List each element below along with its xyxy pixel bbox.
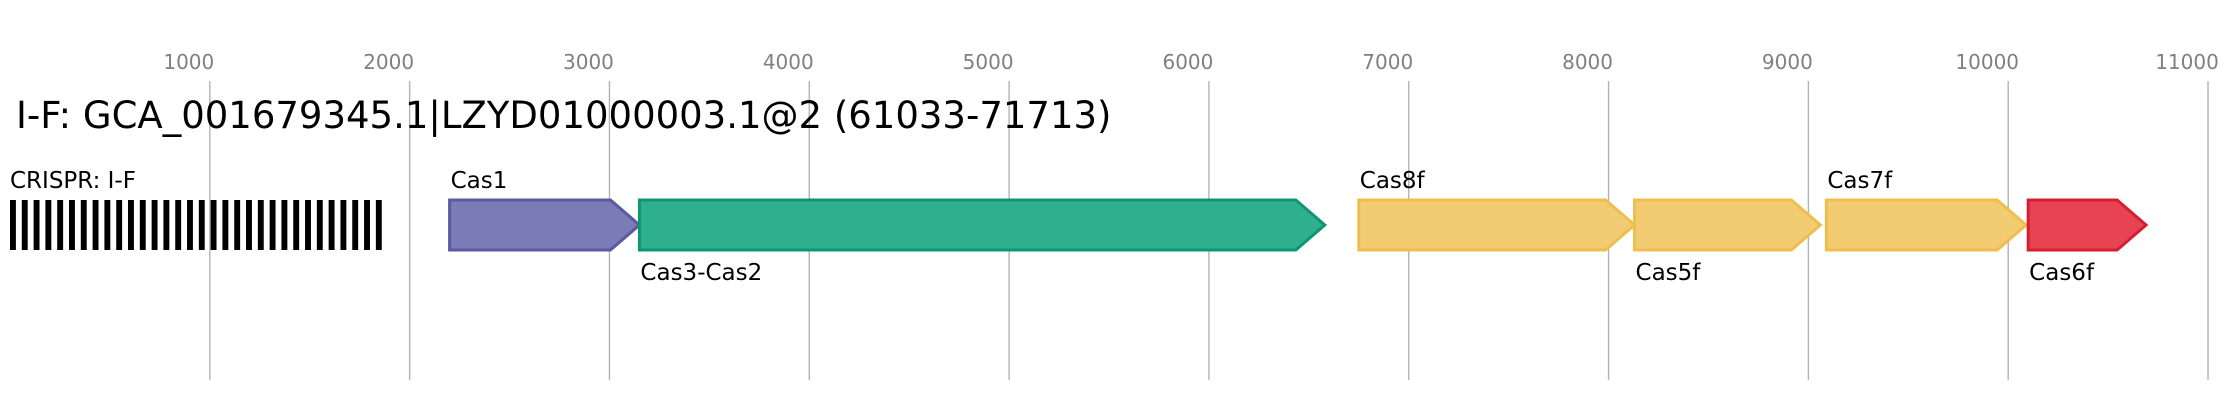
x-tick-label: 9000 [1762, 50, 1813, 74]
x-tick-label: 4000 [763, 50, 814, 74]
crispr-repeat [340, 200, 347, 250]
crispr-repeat [10, 200, 16, 250]
crispr-repeat [257, 200, 264, 250]
crispr-repeat [92, 200, 99, 250]
crispr-repeat [80, 200, 87, 250]
x-tick-label: 3000 [563, 50, 614, 74]
crispr-repeat [352, 200, 359, 250]
x-tick-label: 8000 [1562, 50, 1613, 74]
crispr-repeat [163, 200, 170, 250]
x-tick-label: 6000 [1162, 50, 1213, 74]
x-tick-label: 10000 [1955, 50, 2019, 74]
crispr-repeat [57, 200, 64, 250]
features: 1000 2000 3000 4000 5000 6000 7000 8000 9000 1000… [10, 50, 2219, 286]
crispr-repeat [198, 200, 205, 250]
crispr-repeat [175, 200, 182, 250]
gene-label: Cas5f [1636, 260, 1702, 286]
crispr-repeat [281, 200, 288, 250]
crispr-repeat [328, 200, 335, 250]
gene-arrow [2026, 198, 2149, 252]
crispr-label: CRISPR: I-F [10, 168, 136, 194]
crispr-array [10, 200, 382, 250]
crispr-repeat [234, 200, 241, 250]
crispr-repeat [316, 200, 323, 250]
crispr-repeat [210, 200, 217, 250]
crispr-repeat [151, 200, 158, 250]
crispr-repeat [375, 200, 382, 250]
crispr-repeat [139, 200, 146, 250]
crispr-repeat [364, 200, 370, 250]
gene-arrow [1633, 198, 1823, 252]
crispr-repeat [246, 200, 252, 250]
crispr-repeat [45, 200, 52, 250]
gene-label: Cas3-Cas2 [640, 260, 762, 286]
crispr-repeat [116, 200, 123, 250]
crispr-repeat [33, 200, 40, 250]
gene-label: Cas6f [2029, 260, 2095, 286]
gene-arrow [448, 198, 642, 252]
gene-label: Cas7f [1827, 168, 1893, 194]
x-tick-label: 11000 [2155, 50, 2219, 74]
gene-label: Cas1 [451, 168, 508, 194]
crispr-repeat [104, 200, 111, 250]
crispr-repeat [187, 200, 193, 250]
crispr-repeat [69, 200, 75, 250]
gene-label: Cas8f [1360, 168, 1426, 194]
crispr-repeat [305, 200, 311, 250]
gene-arrow [637, 198, 1328, 252]
x-tick-label: 2000 [363, 50, 414, 74]
crispr-repeat [222, 200, 229, 250]
crispr-repeat [128, 200, 134, 250]
gene-arrow [1824, 198, 2029, 252]
x-tick-label: 1000 [163, 50, 214, 74]
crispr-repeat [293, 200, 300, 250]
crispr-repeat [269, 200, 276, 250]
x-tick-label: 5000 [963, 50, 1014, 74]
crispr-repeat [21, 200, 28, 250]
gene-arrow [1357, 198, 1637, 252]
x-tick-label: 7000 [1362, 50, 1413, 74]
title: I-F: GCA_001679345.1|LZYD01000003.1@2 (6… [16, 94, 1111, 137]
